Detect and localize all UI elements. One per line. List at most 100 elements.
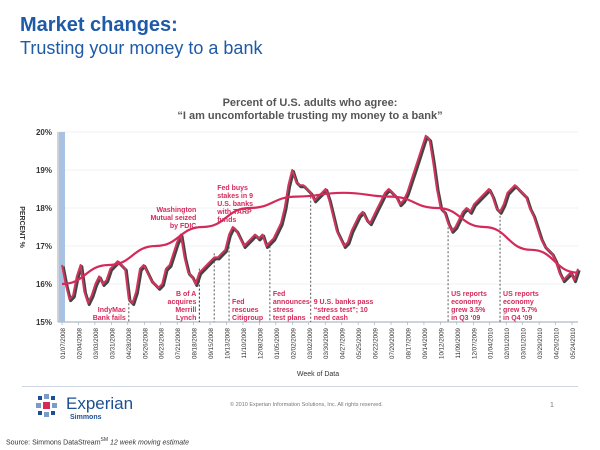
slide: Market changes: Trusting your money to a…: [18, 14, 581, 421]
x-tick-label: 05/24/2010: [570, 327, 577, 359]
x-tick-label: 09/14/2009: [422, 327, 429, 359]
annotation-line: funds: [217, 217, 236, 224]
y-tick-label: 16%: [36, 280, 52, 289]
annotation-line: stakes in 9: [217, 193, 253, 200]
annotation-line: grew 3.5%: [451, 307, 486, 314]
series-shadow: [61, 135, 581, 306]
x-tick-label: 02/02/2009: [290, 327, 297, 359]
annotation-line: rescues: [232, 307, 259, 314]
x-tick-label: 03/29/2010: [537, 327, 544, 359]
x-tick-label: 06/22/2009: [373, 327, 380, 359]
y-tick-label: 17%: [36, 242, 52, 251]
chart-series: [59, 132, 581, 322]
source-note: Source: Simmons DataStreamSM 12 week mov…: [6, 437, 189, 446]
annotation-line: US reports: [451, 291, 487, 298]
page-number: 1: [550, 402, 554, 409]
annotation-line: Fed: [232, 299, 244, 306]
x-tick-label: 04/26/2010: [554, 327, 561, 359]
x-tick-label: 03/03/2008: [93, 327, 100, 359]
footer-divider: [22, 386, 578, 387]
slide-title: Market changes:: [20, 14, 178, 36]
annotation-line: Lynch: [176, 315, 196, 322]
x-tick-label: 08/18/2008: [192, 327, 199, 359]
chart-subtitle: “I am uncomfortable trusting my money to…: [177, 110, 443, 122]
annotation-line: U.S. banks: [217, 201, 253, 208]
x-tick-label: 05/26/2008: [142, 327, 149, 359]
x-tick-label: 08/17/2009: [405, 327, 412, 359]
x-tick-label: 02/01/2010: [504, 327, 511, 359]
experian-logo-icon: [36, 394, 57, 417]
annotation-line: with TARP: [216, 209, 252, 216]
annotation-line: B of A: [176, 291, 196, 298]
x-tick-label: 03/30/2009: [323, 327, 330, 359]
x-tick-label: 06/23/2008: [159, 327, 166, 359]
x-tick-label: 12/07/2009: [471, 327, 478, 359]
annotation-line: IndyMac: [98, 307, 126, 314]
annotation-line: Bank fails: [93, 315, 126, 322]
y-axis: 15% 16% 17% 18% 19% 20%: [36, 128, 52, 327]
annotation-line: Mutual seized: [150, 215, 196, 222]
x-axis-label: Week of Data: [297, 371, 339, 378]
x-tick-label: 03/31/2008: [109, 327, 116, 359]
annotation-line: Washington: [157, 207, 197, 214]
annotation-line: announces: [273, 299, 310, 306]
x-tick-label: 11/10/2008: [241, 327, 248, 358]
logo-wordmark: Experian: [66, 394, 134, 413]
annotation-line: economy: [503, 299, 534, 306]
annotation-line: test plans: [273, 315, 306, 322]
x-tick-label: 11/09/2009: [455, 327, 462, 358]
line-chart: 15%16%17%18%19%20% 01/07/2008 02/04/2008 0…: [18, 128, 581, 378]
x-tick-label: 07/20/2009: [389, 327, 396, 359]
x-tick-label: 01/05/2009: [274, 327, 281, 359]
x-tick-label: 03/01/2010: [521, 327, 528, 359]
y-tick-label: 15%: [36, 318, 52, 327]
y-tick-label: 20%: [36, 128, 52, 137]
start-period-bar: [59, 132, 65, 322]
x-axis: 01/07/2008 02/04/2008 03/03/2008 03/31/2008…: [60, 322, 577, 359]
x-tick-label: 05/25/2009: [356, 327, 363, 359]
x-tick-label: 10/13/2008: [225, 327, 232, 359]
annotation-line: grew 5.7%: [503, 307, 538, 314]
copyright: © 2010 Experian Information Solutions, I…: [230, 402, 383, 408]
annotation-line: in Q3 ‘09: [451, 315, 480, 322]
x-tick-label: 02/04/2008: [76, 327, 83, 359]
x-tick-label: 04/27/2009: [340, 327, 347, 359]
annotation-line: economy: [451, 299, 482, 306]
x-tick-label: 04/28/2008: [126, 327, 133, 359]
x-tick-label: 12/08/2008: [257, 327, 264, 359]
annotation-line: in Q4 ‘09: [503, 315, 532, 322]
slide-subtitle: Trusting your money to a bank: [20, 38, 263, 58]
y-tick-label: 19%: [36, 166, 52, 175]
annotation-line: Fed buys: [217, 185, 248, 192]
annotation-line: acquires: [168, 299, 197, 306]
chart-grid: [57, 131, 578, 323]
chart-title: Percent of U.S. adults who agree:: [222, 97, 398, 109]
source-prefix: Source: Simmons DataStream: [6, 439, 101, 447]
source-sm: SM: [100, 437, 109, 443]
annotation-line: by FDIC: [170, 223, 196, 230]
chart-title-block: Percent of U.S. adults who agree: “I am …: [120, 97, 500, 123]
annotation-line: Merrill: [175, 307, 196, 314]
annotation-line: Fed: [273, 291, 285, 298]
y-axis-label: PERCENT %: [18, 206, 25, 248]
annotation-line: US reports: [503, 291, 539, 298]
x-tick-label: 03/02/2009: [307, 327, 314, 359]
series-line: [61, 134, 579, 304]
logo-subtitle: Simmons: [70, 414, 102, 421]
annotation-line: Citigroup: [232, 315, 263, 322]
annotation-line: 9 U.S. banks pass: [314, 299, 374, 306]
x-tick-label: 07/21/2008: [175, 327, 182, 359]
trend-line: [61, 191, 579, 286]
annotation-line: “stress test”; 10: [314, 307, 368, 314]
y-tick-label: 18%: [36, 204, 52, 213]
annotation-line: stress: [273, 307, 294, 314]
x-tick-label: 10/12/2009: [438, 327, 445, 359]
